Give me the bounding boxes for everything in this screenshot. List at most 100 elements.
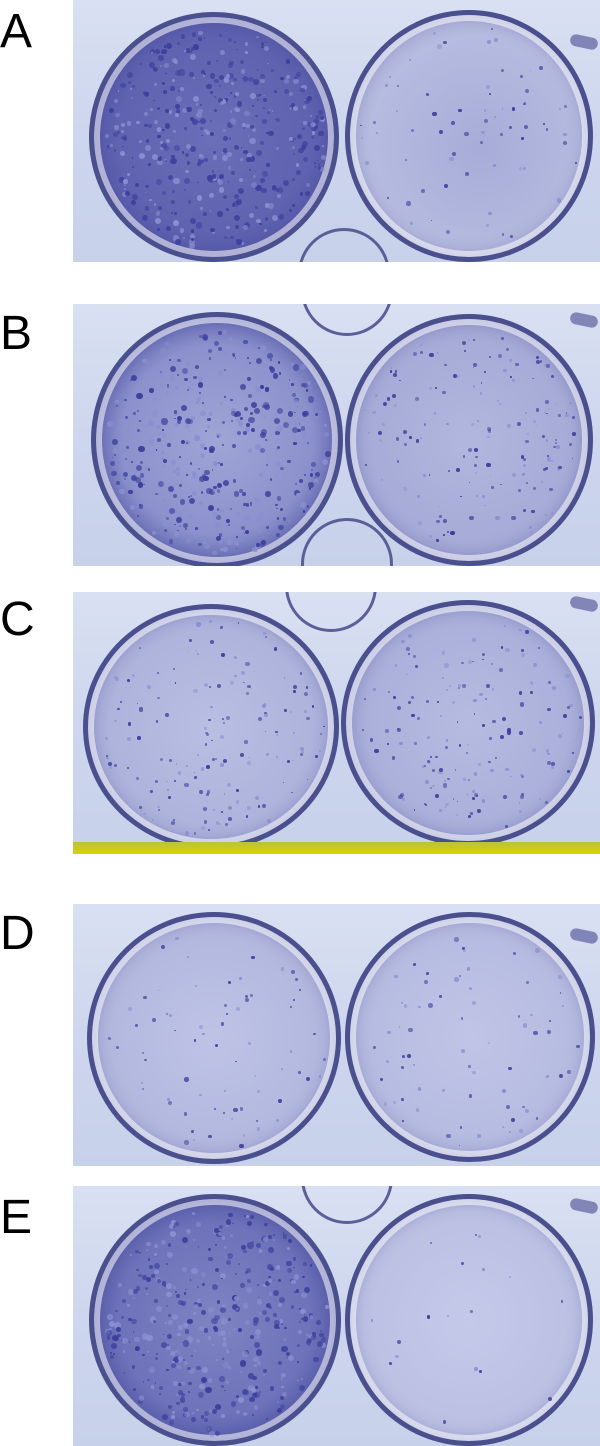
colony-dot (188, 242, 195, 249)
colony-dot (544, 466, 549, 471)
panel-label-a: A (0, 5, 33, 58)
colony-dot (415, 1108, 419, 1112)
colony-dot (291, 427, 298, 434)
colony-dot (244, 995, 248, 999)
colony-dot (290, 362, 295, 367)
colony-dot (489, 475, 492, 478)
colony-dot (170, 377, 175, 382)
colony-dot (255, 1334, 260, 1340)
colony-dot (296, 1383, 299, 1386)
colony-dot (275, 1323, 280, 1328)
colony-dot (300, 1308, 306, 1315)
colony-dot (436, 700, 440, 704)
colony-dot (173, 211, 178, 216)
colony-dot (200, 491, 204, 494)
colony-dot (138, 445, 145, 453)
colony-dot (547, 752, 550, 755)
colony-dot (189, 462, 193, 465)
colony-dot (245, 427, 251, 433)
colony-dot (152, 410, 159, 417)
colony-dot (280, 77, 284, 81)
colony-dot (223, 235, 227, 240)
colony-dot (282, 1232, 285, 1234)
colony-dot (525, 412, 527, 414)
colony-dot (481, 130, 485, 135)
colony-dot (220, 1307, 226, 1313)
colony-dot (146, 1292, 149, 1295)
colony-dot (211, 469, 214, 471)
colony-dot (267, 353, 273, 359)
colony-dot (145, 184, 149, 189)
colony-dot (222, 136, 228, 142)
colony-dot (253, 1356, 259, 1362)
colony-dot (226, 74, 231, 79)
colony-dot (368, 432, 370, 434)
colony-dot (128, 722, 132, 726)
colony-dot (501, 69, 505, 73)
colony-dot (408, 652, 410, 655)
colony-dot (244, 50, 248, 54)
colony-dot (264, 217, 269, 221)
colony-dot (198, 31, 203, 36)
colony-dot (242, 492, 246, 496)
colony-dot (105, 1329, 112, 1336)
colony-dot (289, 1049, 293, 1053)
colony-dot (200, 1414, 205, 1419)
colony-dot (535, 1117, 539, 1120)
colony-dot (302, 383, 308, 389)
colony-dot (225, 716, 230, 721)
colony-dot (488, 760, 491, 764)
colony-dot (276, 496, 282, 501)
colony-dot (198, 476, 205, 482)
plate-image-e (73, 1186, 600, 1446)
colony-dot (251, 402, 257, 408)
colony-dot (249, 1214, 254, 1219)
colony-dot (382, 402, 387, 407)
colony-dot (445, 689, 448, 692)
colony-dot (172, 1314, 178, 1320)
colony-dot (231, 352, 235, 356)
colony-dot (111, 1343, 117, 1349)
colony-dot (206, 800, 209, 803)
colony-dot (184, 1112, 188, 1116)
colony-dot (165, 713, 169, 717)
colony-dot (193, 775, 197, 779)
colony-dot (193, 1301, 199, 1307)
colony-dot (226, 225, 230, 230)
colony-dot (293, 1274, 300, 1280)
well-left-e (89, 1194, 341, 1446)
colony-dot (123, 179, 128, 184)
colony-dot (212, 346, 215, 349)
colony-dot (473, 793, 478, 798)
colony-dot (220, 1384, 224, 1388)
colony-dot (294, 1290, 297, 1293)
colony-dot (128, 81, 132, 85)
colony-dot (377, 430, 382, 435)
colony-dot (184, 177, 191, 184)
colony-dot (487, 427, 491, 431)
colony-dot (235, 1060, 237, 1063)
colony-dot (297, 1379, 300, 1382)
colony-dot (255, 1386, 259, 1390)
colony-dot (202, 333, 209, 340)
colony-dot (303, 411, 309, 417)
colony-dot (125, 191, 131, 197)
colony-dot (250, 449, 254, 453)
colony-dot (525, 1109, 530, 1114)
colony-dot (217, 178, 221, 182)
colony-dot (526, 482, 529, 485)
colony-dot (147, 685, 151, 689)
colony-dot (229, 1234, 233, 1238)
colony-dot (292, 685, 297, 690)
colony-dot (230, 235, 234, 240)
colony-dot (157, 1278, 162, 1283)
colony-dot (211, 231, 215, 235)
colony-dot (437, 352, 440, 354)
colony-dot (237, 1262, 241, 1265)
colony-dot (288, 519, 291, 523)
colony-dot (157, 159, 163, 166)
colony-dot (256, 1361, 261, 1366)
colony-dot (298, 1330, 303, 1335)
colony-dot (316, 481, 320, 485)
colony-dot (311, 468, 314, 471)
